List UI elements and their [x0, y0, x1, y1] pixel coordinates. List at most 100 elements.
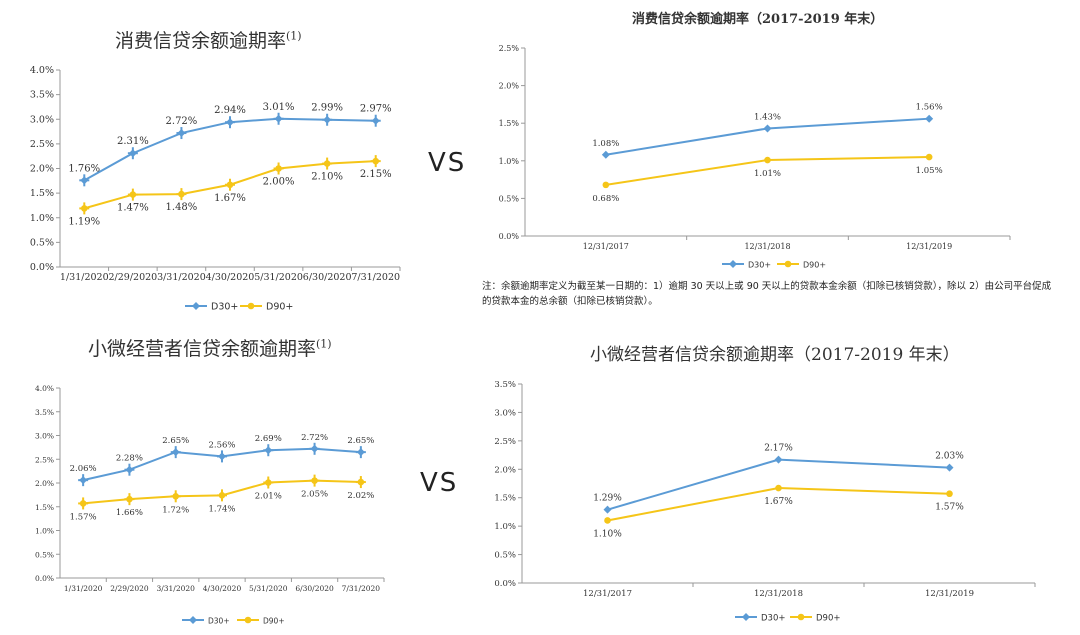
chart-3-D30+-data-label: 2.65% — [347, 436, 374, 446]
chart-1-x-tick-label: 5/31/2020 — [254, 272, 303, 283]
chart-2-D90+-data-label: 0.68% — [592, 194, 619, 204]
chart-3-D30+-data-label: 2.65% — [162, 436, 189, 446]
chart-3-D30+-point — [125, 465, 134, 474]
chart-1-title-sup: (1) — [286, 29, 302, 43]
chart-2-title: 消费信贷余额逾期率（2017-2019 年末） — [632, 12, 884, 27]
chart-1-legend-D30+-marker — [192, 302, 200, 310]
chart-2-x-tick-label: 12/31/2017 — [583, 242, 629, 251]
chart-2-D90+-data-label: 1.01% — [754, 169, 781, 179]
chart-3-D90+-data-label: 2.02% — [347, 491, 374, 501]
chart-3-y-tick-label: 2.0% — [35, 479, 54, 488]
chart-2-D90+-point — [764, 156, 771, 164]
chart-3-y-tick-label: 0.5% — [35, 550, 54, 559]
chart-1-D90+-data-label: 1.47% — [117, 203, 149, 214]
chart-1-D90+-point — [372, 157, 380, 165]
footnote: 注：余额逾期率定义为截至某一日期的：1）逾期 30 天以上或 90 天以上的贷款… — [482, 281, 1052, 307]
chart-3-D30+-point — [218, 452, 226, 461]
chart-2-y-tick-label: 0.0% — [499, 232, 520, 241]
chart-2-D30+-data-label: 1.08% — [592, 139, 619, 149]
chart-2-y-tick-label: 2.0% — [499, 82, 520, 91]
chart-1-y-tick-label: 0.0% — [30, 262, 54, 273]
chart-4-D30+-point — [774, 455, 783, 464]
chart-3-x-tick-label: 6/30/2020 — [295, 584, 334, 593]
chart-2-D30+-point — [925, 114, 934, 123]
chart-1-x-tick-label: 2/29/2020 — [108, 272, 157, 283]
chart-2-series-D30+-line — [605, 117, 930, 156]
chart-2-D90+-point — [925, 153, 933, 161]
chart-2-legend-D30+-marker — [729, 260, 737, 268]
chart-3-y-tick-label: 1.0% — [35, 527, 54, 536]
chart-3-y-tick-label: 0.0% — [35, 574, 54, 583]
chart-4-y-tick-label: 3.5% — [494, 380, 516, 390]
chart-3-D90+-point — [218, 492, 226, 499]
chart-4-x-tick-label: 12/31/2018 — [754, 589, 803, 599]
chart-4-D90+-point — [604, 517, 611, 524]
chart-4-D30+-data-label: 2.17% — [764, 444, 793, 454]
chart-2-D90+-point — [602, 181, 610, 189]
chart-1-D90+-point — [226, 181, 234, 189]
chart-1-D90+-point — [129, 191, 137, 198]
chart-1-y-tick-label: 1.0% — [30, 213, 54, 224]
chart-3-x-tick-label: 4/30/2020 — [203, 584, 242, 593]
chart-3-y-tick-label: 2.5% — [35, 455, 54, 464]
chart-2-y-tick-label: 0.5% — [499, 194, 520, 203]
chart-4-D30+-data-label: 2.03% — [935, 452, 964, 462]
chart-1-x-tick-label: 4/30/2020 — [206, 272, 255, 283]
chart-2-legend-D90+-marker — [784, 260, 792, 268]
chart-4-legend-D30+-label: D30+ — [761, 614, 785, 624]
chart-1-y-tick-label: 2.5% — [30, 139, 54, 150]
chart-1-y-tick-label: 3.0% — [30, 114, 54, 125]
chart-1-D30+-point — [226, 118, 234, 127]
chart-4-D30+-point — [945, 463, 954, 472]
chart-1-D90+-data-label: 1.48% — [166, 202, 198, 213]
chart-2-y-tick-label: 1.5% — [499, 119, 520, 128]
chart-3-x-tick-label: 7/31/2020 — [342, 584, 381, 593]
chart-4-legend-D90+-marker — [797, 613, 805, 621]
chart-3-x-tick-label: 1/31/2020 — [64, 584, 103, 593]
chart-3-D90+-data-label: 1.74% — [208, 504, 235, 514]
chart-4-legend-D30+-marker — [742, 613, 750, 621]
chart-2-D30+-data-label: 1.56% — [916, 103, 943, 113]
chart-3-legend-D90+-label: D90+ — [263, 617, 285, 626]
chart-2-D30+-data-label: 1.43% — [754, 112, 781, 122]
chart-4-D90+-data-label: 1.67% — [764, 497, 793, 507]
chart-4-y-tick-label: 2.0% — [494, 465, 516, 475]
chart-3-D30+-data-label: 2.56% — [208, 440, 235, 450]
chart-1-D90+-point — [323, 160, 331, 167]
chart-3-D30+-data-label: 2.06% — [70, 464, 97, 474]
chart-3-D30+-point — [79, 476, 88, 485]
chart-3-y-tick-label: 1.5% — [35, 503, 54, 512]
chart-4-y-tick-label: 3.0% — [494, 408, 516, 418]
chart-2-x-tick-label: 12/31/2018 — [744, 242, 790, 251]
chart-3-x-tick-label: 2/29/2020 — [110, 584, 149, 593]
chart-4-D90+-point — [775, 484, 782, 492]
chart-1-D90+-point — [178, 190, 185, 198]
chart-1-title: 消费信贷余额逾期率(1) — [115, 26, 302, 53]
chart-3-D30+-data-label: 2.28% — [116, 454, 143, 464]
chart-3-D90+-point — [357, 478, 365, 486]
chart-4-D90+-point — [946, 490, 953, 498]
chart-3-D30+-point — [264, 446, 273, 455]
chart-3-y-tick-label: 3.5% — [35, 408, 54, 417]
chart-4-D90+-data-label: 1.57% — [935, 503, 964, 513]
chart-3-title: 小微经营者信贷余额逾期率(1) — [88, 334, 332, 361]
chart-1-D90+-data-label: 1.67% — [214, 193, 246, 204]
chart-2-D30+-point — [763, 124, 772, 133]
chart-2-legend-D30+-label: D30+ — [748, 261, 771, 270]
vs-label-top: VS — [428, 148, 467, 178]
chart-3-legend-D90+-marker — [244, 616, 252, 624]
chart-2-y-tick-label: 1.0% — [499, 157, 520, 166]
chart-3-y-tick-label: 4.0% — [35, 384, 54, 393]
chart-1-D30+-data-label: 2.97% — [360, 104, 392, 115]
chart-1-title-text: 消费信贷余额逾期率 — [115, 30, 287, 52]
chart-1-D90+-data-label: 1.19% — [68, 216, 100, 227]
chart-1-y-tick-label: 3.5% — [30, 90, 54, 101]
chart-1-D30+-point — [177, 129, 186, 138]
chart-1-legend-D30+-label: D30+ — [211, 302, 238, 313]
chart-1-D30+-point — [128, 149, 137, 158]
chart-2-x-tick-label: 12/31/2019 — [906, 242, 952, 251]
chart-4-y-tick-label: 2.5% — [494, 437, 516, 447]
chart-1-D30+-data-label: 3.01% — [263, 102, 295, 113]
chart-1-D90+-data-label: 2.10% — [311, 172, 343, 183]
